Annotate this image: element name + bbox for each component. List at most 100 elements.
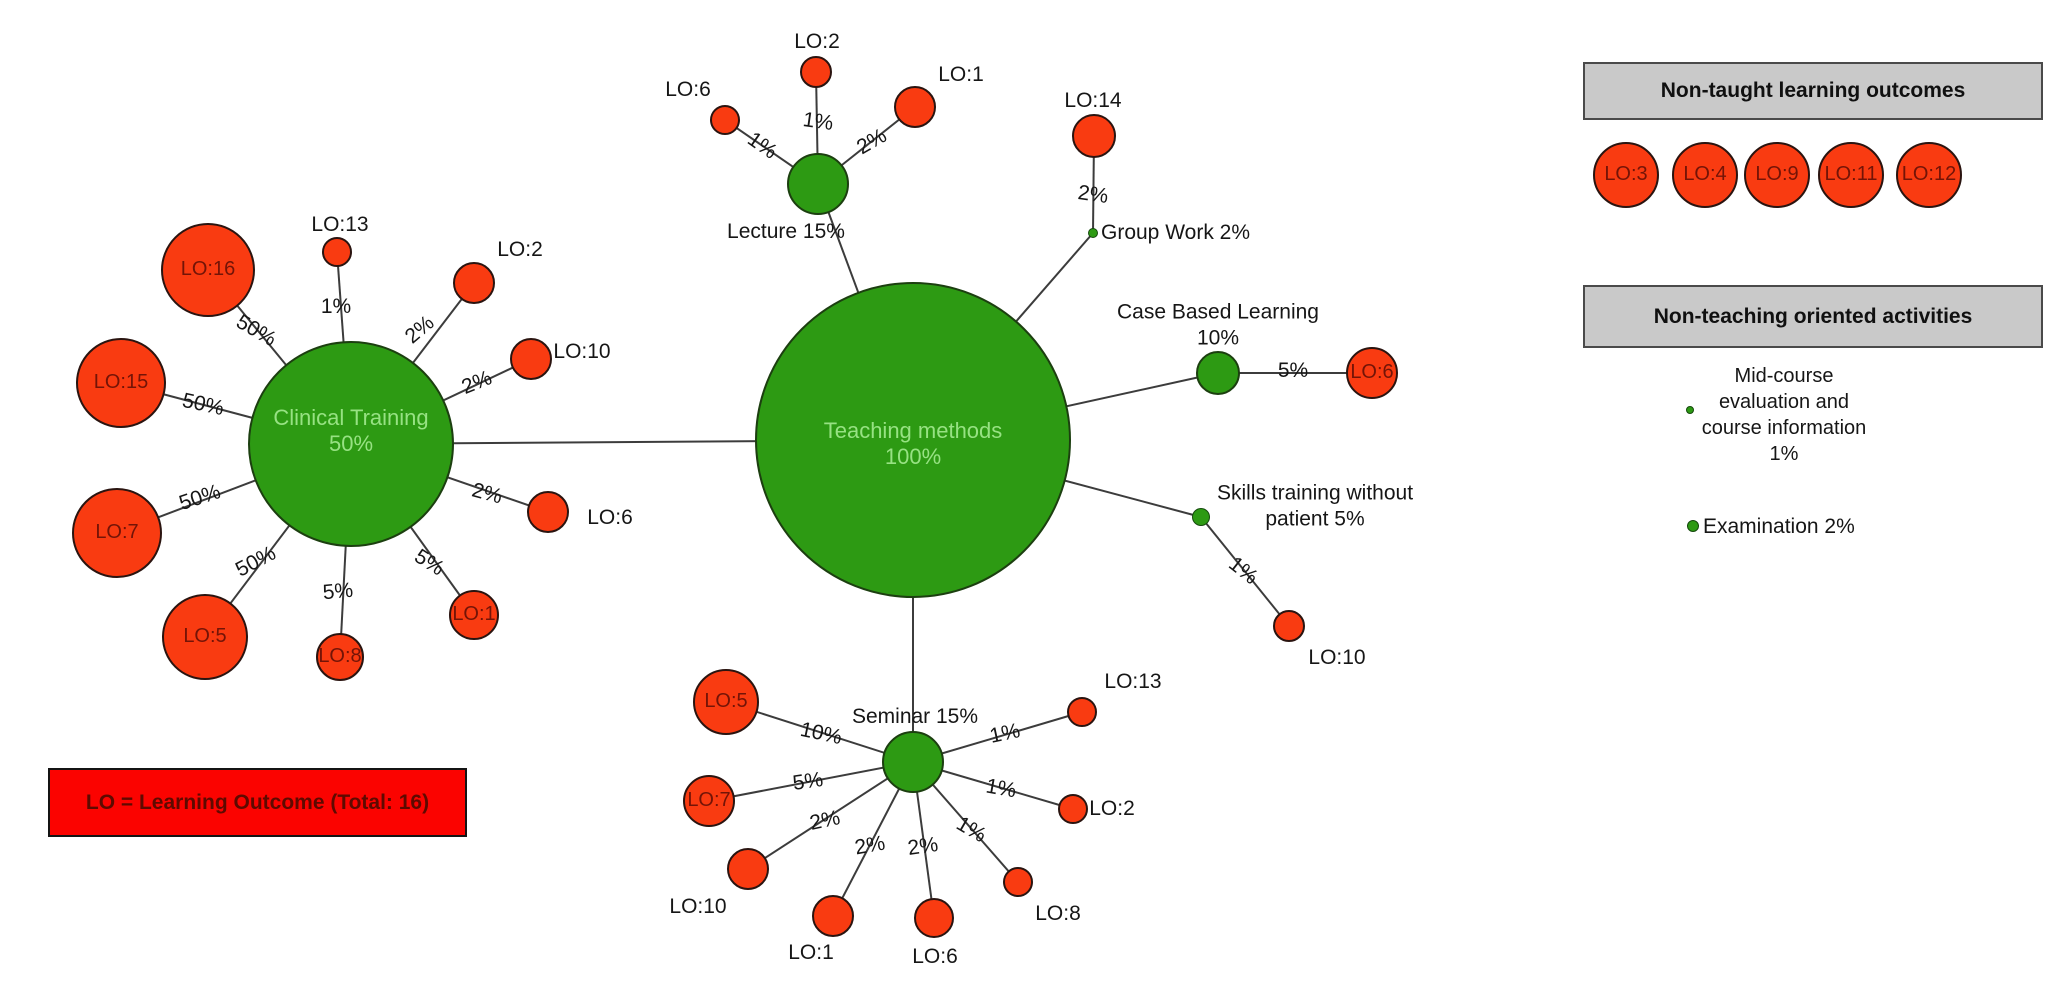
node-skills (1192, 508, 1210, 526)
edge-label-lecture-le1: 2% (852, 124, 891, 160)
node-c1: LO:1 (449, 590, 499, 640)
non-taught-outcomes-title: Non-taught learning outcomes (1660, 79, 1966, 102)
node-label-teaching: Teaching methods 100% (823, 418, 1003, 469)
node-label-se6: LO:6 (912, 945, 958, 969)
node-se13 (1067, 697, 1097, 727)
node-lecture (787, 153, 849, 215)
node-se1 (812, 895, 854, 937)
node-label-cbl: Case Based Learning 10% (1117, 300, 1319, 349)
node-label-se10: LO:10 (669, 895, 727, 919)
node-label-skills: Skills training without patient 5% (1216, 481, 1414, 530)
edge-seminar-se7 (708, 761, 914, 802)
edge-label-seminar-se13: 1% (987, 719, 1023, 748)
node-cb6: LO:6 (1346, 347, 1398, 399)
node-se7: LO:7 (683, 775, 735, 827)
node-label-cb6: LO:6 (1350, 361, 1394, 384)
non-teaching-activities-header: Non-teaching oriented activities (1583, 285, 2043, 348)
node-g14 (1072, 114, 1116, 158)
node-nt-lo11: LO:11 (1818, 142, 1884, 208)
node-se8 (1003, 867, 1033, 897)
node-clinical: Clinical Training 50% (248, 341, 454, 547)
node-c2 (453, 262, 495, 304)
edge-label-seminar-se10: 2% (807, 806, 843, 835)
edge-label-clinical-c8: 5% (321, 578, 355, 605)
node-label-nt-lo12: LO:12 (1901, 163, 1957, 186)
node-label-le6: LO:6 (665, 78, 711, 102)
node-c15: LO:15 (76, 338, 166, 428)
node-nt-lo12: LO:12 (1896, 142, 1962, 208)
node-seminar (882, 731, 944, 793)
node-label-c16: LO:16 (180, 258, 236, 281)
node-label-c5: LO:5 (183, 625, 227, 648)
node-se5: LO:5 (693, 669, 759, 735)
node-c10 (510, 338, 552, 380)
edge-label-seminar-se2: 1% (984, 774, 1019, 803)
node-label-se8: LO:8 (1035, 902, 1081, 926)
node-mid-course-dot (1686, 406, 1694, 414)
node-le6 (710, 105, 740, 135)
node-teaching: Teaching methods 100% (755, 282, 1071, 598)
node-c16: LO:16 (161, 223, 255, 317)
node-examination-dot (1687, 520, 1699, 532)
node-label-c2: LO:2 (497, 238, 543, 262)
node-label-c7: LO:7 (95, 521, 139, 544)
node-label-se2: LO:2 (1089, 797, 1135, 821)
node-label-nt-lo11: LO:11 (1824, 163, 1878, 186)
node-label-le1: LO:1 (938, 63, 984, 87)
node-s10 (1273, 610, 1305, 642)
node-se2 (1058, 794, 1088, 824)
edge-label-clinical-c7: 50% (176, 480, 224, 515)
edge-label-seminar-se1: 2% (852, 831, 887, 860)
node-se10 (727, 848, 769, 890)
edge-label-clinical-c1: 5% (410, 544, 449, 581)
node-label-c1: LO:1 (452, 603, 496, 626)
node-label-se1: LO:1 (788, 941, 834, 965)
node-label-se13: LO:13 (1104, 670, 1162, 694)
edge-label-skills-s10: 1% (1224, 552, 1263, 590)
node-nt-lo9: LO:9 (1744, 142, 1810, 208)
node-c6 (527, 491, 569, 533)
node-label-se7: LO:7 (687, 789, 731, 812)
node-cbl (1196, 351, 1240, 395)
lo-legend-box: LO = Learning Outcome (Total: 16) (48, 768, 467, 837)
edge-skills-s10 (1200, 516, 1290, 627)
edge-label-clinical-c10: 2% (458, 366, 496, 399)
node-le1 (894, 86, 936, 128)
non-taught-outcomes-header: Non-taught learning outcomes (1583, 62, 2043, 120)
node-label-seminar: Seminar 15% (851, 705, 979, 729)
node-label-c8: LO:8 (318, 645, 362, 668)
edge-label-groupwork-g14: 2% (1076, 181, 1110, 209)
node-c5: LO:5 (162, 594, 248, 680)
node-label-c10: LO:10 (553, 340, 611, 364)
node-label-clinical: Clinical Training 50% (273, 405, 429, 456)
edge-label-clinical-c6: 2% (469, 478, 505, 509)
node-label-s10: LO:10 (1308, 646, 1366, 670)
node-se6 (914, 898, 954, 938)
edge-label-lecture-le2: 1% (801, 108, 835, 136)
node-nt-lo3: LO:3 (1593, 142, 1659, 208)
edge-label-seminar-se7: 5% (791, 768, 825, 796)
node-label-se5: LO:5 (704, 690, 748, 713)
edge-label-clinical-c13: 1% (320, 295, 352, 318)
node-c7: LO:7 (72, 488, 162, 578)
node-c13 (322, 237, 352, 267)
node-label-groupwork: Group Work 2% (1101, 221, 1250, 245)
non-teaching-activities-title: Non-teaching oriented activities (1653, 304, 1973, 328)
edge-label-lecture-le6: 1% (743, 127, 782, 164)
edge-label-seminar-se6: 2% (906, 833, 940, 861)
node-label-c15: LO:15 (93, 371, 149, 394)
node-label-nt-lo3: LO:3 (1604, 163, 1648, 186)
examination-activity-label: Examination 2% (1703, 515, 1855, 538)
node-label-c6: LO:6 (587, 506, 633, 530)
node-nt-lo4: LO:4 (1672, 142, 1738, 208)
lo-legend-text: LO = Learning Outcome (Total: 16) (85, 790, 430, 814)
edge-label-seminar-se8: 1% (952, 812, 991, 848)
edge-label-clinical-c15: 50% (180, 388, 227, 421)
edge-label-cbl-cb6: 5% (1277, 359, 1309, 382)
edge-label-clinical-c5: 50% (231, 541, 280, 582)
edge-label-seminar-se5: 10% (798, 717, 845, 750)
node-c8: LO:8 (316, 633, 364, 681)
node-label-c13: LO:13 (311, 213, 369, 237)
